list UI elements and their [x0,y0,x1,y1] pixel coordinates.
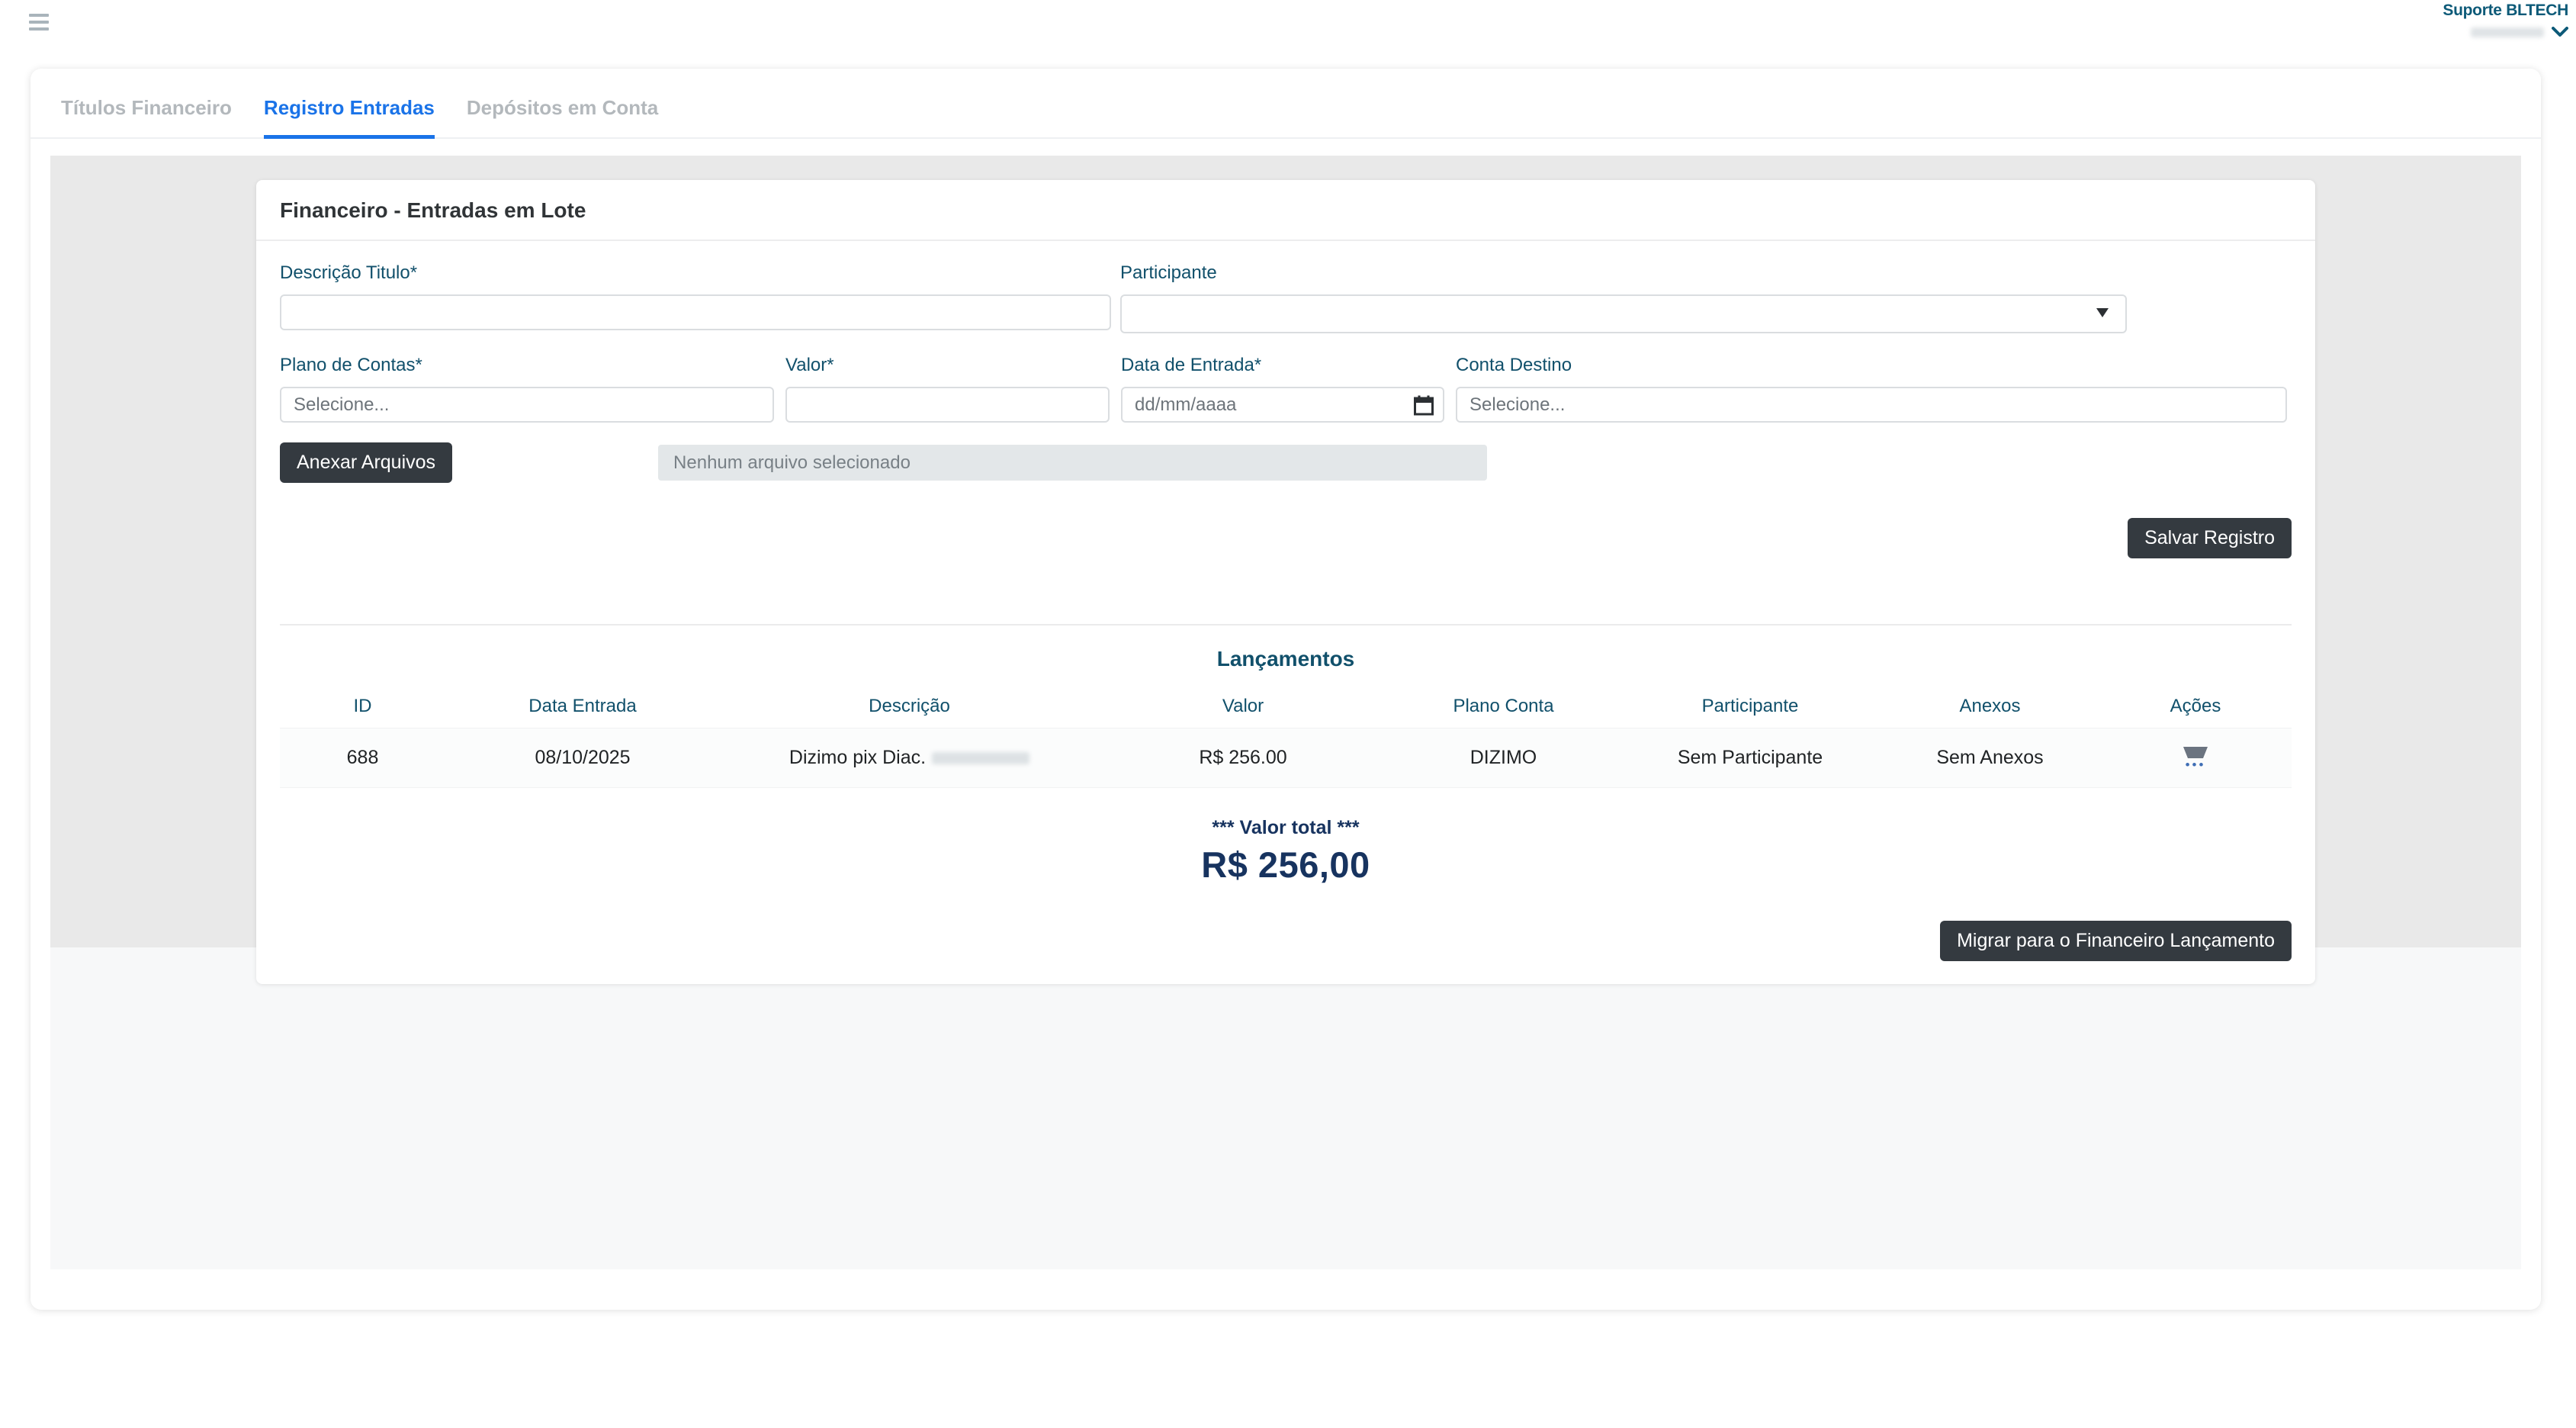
more-actions-icon[interactable]: ••• [2185,757,2206,772]
form-body: Descrição Titulo* Participante [256,241,2315,984]
plano-de-contas-input[interactable] [280,387,774,423]
file-status-text: Nenhum arquivo selecionado [673,452,911,473]
redacted-username [2471,27,2544,37]
lancamentos-table-header: ID Data Entrada Descrição Valor Plano Co… [280,696,2292,717]
form-title: Financeiro - Entradas em Lote [280,198,586,222]
cell-data-entrada: 08/10/2025 [535,747,631,768]
col-plano-conta: Plano Conta [1453,696,1554,716]
user-menu[interactable] [2443,27,2568,37]
col-valor: Valor [1222,696,1264,716]
data-de-entrada-label: Data de Entrada* [1121,355,1262,375]
anexar-arquivos-button[interactable]: Anexar Arquivos [280,442,453,483]
user-block: Suporte BLTECH [2443,2,2568,37]
field-plano-de-contas: Plano de Contas* [280,355,774,423]
salvar-registro-button[interactable]: Salvar Registro [2128,518,2292,558]
tab-bar: Títulos Financeiro Registro Entradas Dep… [31,69,2541,139]
cell-plano-conta: DIZIMO [1469,747,1537,768]
col-participante: Participante [1701,696,1799,716]
descricao-titulo-label: Descrição Titulo* [280,262,418,283]
total-label: *** Valor total *** [1212,817,1360,838]
hamburger-menu-icon[interactable] [29,14,49,34]
cell-valor: R$ 256.00 [1199,747,1287,768]
main-card: Títulos Financeiro Registro Entradas Dep… [31,69,2541,1310]
field-data-de-entrada: Data de Entrada* [1121,355,1444,423]
cell-anexos: Sem Anexos [1936,747,2044,768]
total-block: *** Valor total *** R$ 256,00 [280,817,2292,886]
migrar-financeiro-button[interactable]: Migrar para o Financeiro Lançamento [1940,921,2292,961]
field-valor: Valor* [785,355,1110,423]
tab-depositos-em-conta[interactable]: Depósitos em Conta [466,96,659,119]
row-actions[interactable]: ••• [2099,747,2292,772]
field-conta-destino: Conta Destino [1456,355,2287,423]
tab-registro-entradas[interactable]: Registro Entradas [263,96,435,139]
field-participante: Participante [1120,262,2127,333]
cell-participante: Sem Participante [1677,747,1823,768]
descricao-titulo-input[interactable] [280,294,1111,330]
section-divider [280,624,2292,626]
descricao-text: Dizimo pix Diac. [789,747,927,768]
col-anexos: Anexos [1959,696,2021,716]
lower-panel [50,947,2521,1269]
participante-select[interactable] [1120,294,2127,333]
topbar: Suporte BLTECH [0,0,2576,69]
data-de-entrada-input[interactable] [1121,387,1444,423]
participante-label: Participante [1120,262,1217,283]
chevron-down-icon[interactable] [2552,27,2568,37]
redacted-participant-name [932,751,1030,764]
lancamentos-title: Lançamentos [1216,647,1355,671]
file-status-box: Nenhum arquivo selecionado [658,445,1488,481]
conta-destino-input[interactable] [1456,387,2287,423]
trash-icon[interactable] [2183,747,2208,758]
entradas-em-lote-card: Financeiro - Entradas em Lote Descrição … [256,180,2315,984]
cell-id: 688 [346,747,379,768]
valor-input[interactable] [785,387,1110,423]
field-descricao-titulo: Descrição Titulo* [280,262,1111,333]
select-caret-icon [2096,308,2109,317]
col-acoes: Ações [2170,696,2221,716]
col-descricao: Descrição [869,696,950,716]
brand-name: Suporte BLTECH [2443,2,2568,19]
tab-titulos-financeiro[interactable]: Títulos Financeiro [61,96,232,119]
conta-destino-label: Conta Destino [1456,355,1572,375]
col-data-entrada: Data Entrada [528,696,637,716]
col-id: ID [353,696,372,716]
valor-label: Valor* [785,355,834,375]
calendar-icon[interactable] [1414,395,1434,416]
cell-descricao: Dizimo pix Diac. [720,747,1099,769]
plano-de-contas-label: Plano de Contas* [280,355,422,375]
total-value: R$ 256,00 [1201,844,1370,885]
form-card-header: Financeiro - Entradas em Lote [256,180,2315,241]
content-panel: Financeiro - Entradas em Lote Descrição … [50,156,2521,984]
table-row: 688 08/10/2025 Dizimo pix Diac. R$ 256.0… [280,728,2292,788]
